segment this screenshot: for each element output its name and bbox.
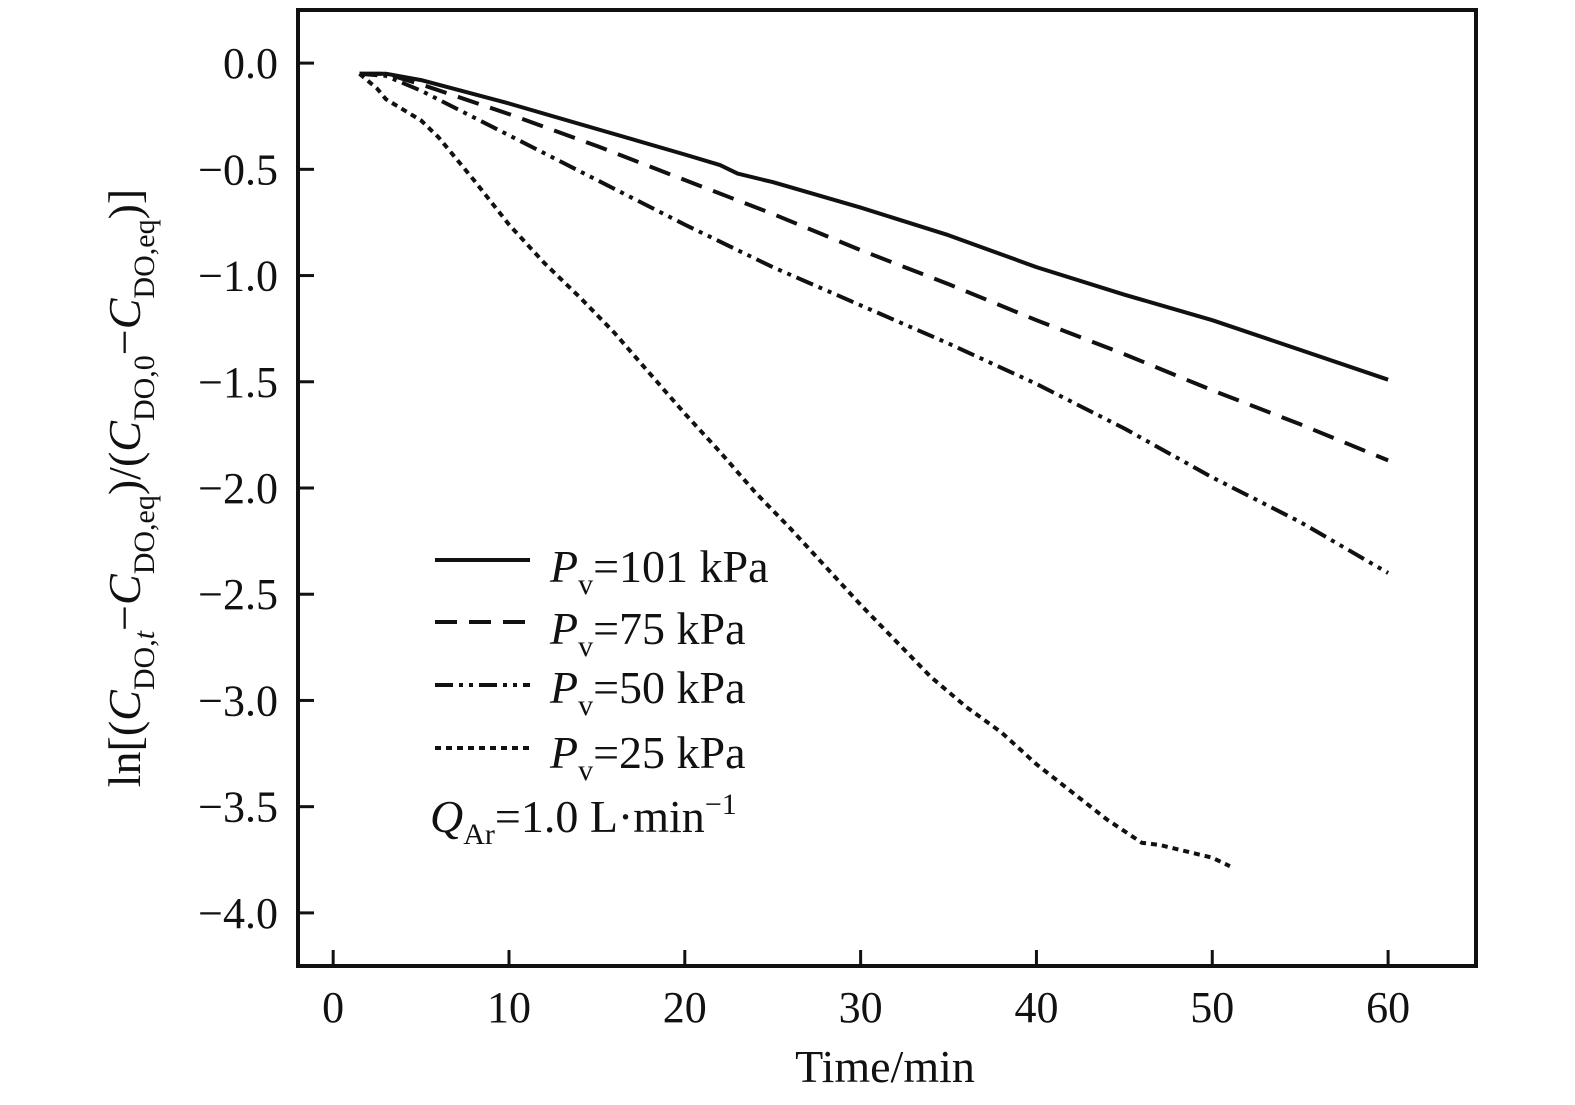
y-title-c1-sub: DO, bbox=[128, 639, 161, 690]
y-title-c3-sub: DO,0 bbox=[128, 355, 161, 421]
legend-label-25: Pv=25 kPa bbox=[549, 727, 746, 787]
x-axis-title: Time/min bbox=[795, 1041, 975, 1092]
series-line-1 bbox=[359, 71, 1389, 463]
y-tick-label-−3.5: −3.5 bbox=[198, 783, 278, 832]
y-title-minus1: − bbox=[99, 605, 150, 631]
legend-label-50: Pv=50 kPa bbox=[549, 662, 746, 722]
y-tick-label-0.0: 0.0 bbox=[223, 39, 278, 88]
y-axis: 0.0 −0.5 −1.0 −1.5 −2.0 −2.5 −3.0 −3.5 −4.0 bbox=[198, 39, 314, 938]
y-title-c1: C bbox=[99, 689, 150, 721]
y-tick-label-−1.0: −1.0 bbox=[198, 252, 278, 301]
y-title-c4-sub: DO,eq bbox=[128, 219, 161, 298]
x-tick-label-0: 0 bbox=[322, 983, 344, 1032]
y-axis-title: ln[(CDO,t−CDO,eq)/(CDO,0−CDO,eq)] bbox=[99, 189, 161, 787]
series-line-3 bbox=[358, 72, 1231, 869]
y-tick-label-−4.0: −4.0 bbox=[198, 889, 278, 938]
series-line-2 bbox=[359, 71, 1390, 575]
flow-rate-annotation: QAr=1.0 L·min−1 bbox=[430, 788, 737, 851]
legend-item-101: Pv=101 kPa bbox=[435, 541, 769, 601]
y-title-minus2: − bbox=[99, 329, 150, 355]
x-tick-label-50: 50 bbox=[1190, 983, 1234, 1032]
y-title-c2: C bbox=[99, 573, 150, 605]
legend-item-50: Pv=50 kPa bbox=[435, 662, 746, 722]
series-layer bbox=[358, 71, 1390, 869]
legend-label-101: Pv=101 kPa bbox=[549, 541, 769, 601]
y-tick-label-−0.5: −0.5 bbox=[198, 145, 278, 194]
legend-item-25: Pv=25 kPa bbox=[435, 727, 746, 787]
legend-label-75: Pv=75 kPa bbox=[549, 603, 746, 663]
y-title-c3: C bbox=[99, 420, 150, 452]
series-line-0 bbox=[359, 71, 1389, 382]
y-tick-label-−2.0: −2.0 bbox=[198, 464, 278, 513]
y-title-suffix: )] bbox=[99, 189, 150, 220]
y-title-c1-sub-t: t bbox=[128, 630, 161, 639]
y-tick-label-−2.5: −2.5 bbox=[198, 570, 278, 619]
y-title-c2-sub: DO,eq bbox=[128, 495, 161, 574]
y-tick-label-−3.0: −3.0 bbox=[198, 676, 278, 725]
x-tick-label-60: 60 bbox=[1366, 983, 1410, 1032]
x-axis: 0 10 20 30 40 50 60 bbox=[322, 950, 1410, 1032]
x-tick-label-20: 20 bbox=[663, 983, 707, 1032]
y-title-prefix: ln[( bbox=[99, 721, 150, 787]
y-title-c4: C bbox=[99, 297, 150, 329]
legend: Pv=101 kPa Pv=75 kPa Pv=50 kPa Pv=25 kPa… bbox=[430, 541, 769, 851]
y-tick-label-−1.5: −1.5 bbox=[198, 358, 278, 407]
x-tick-label-30: 30 bbox=[839, 983, 883, 1032]
x-tick-label-10: 10 bbox=[487, 983, 531, 1032]
y-title-mid: )/( bbox=[99, 452, 150, 495]
x-tick-label-40: 40 bbox=[1014, 983, 1058, 1032]
legend-item-75: Pv=75 kPa bbox=[435, 603, 746, 663]
